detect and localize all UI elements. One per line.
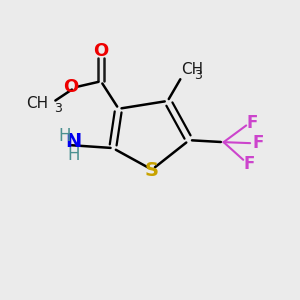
Text: F: F bbox=[246, 115, 258, 133]
Text: N: N bbox=[65, 132, 82, 151]
Text: H: H bbox=[58, 127, 71, 145]
Text: S: S bbox=[145, 161, 159, 180]
Text: 3: 3 bbox=[194, 69, 202, 82]
Text: F: F bbox=[252, 134, 264, 152]
Text: O: O bbox=[63, 78, 78, 96]
Text: H: H bbox=[67, 146, 80, 164]
Text: CH: CH bbox=[182, 62, 203, 77]
Text: F: F bbox=[243, 155, 255, 173]
Text: O: O bbox=[93, 42, 109, 60]
Text: CH: CH bbox=[26, 96, 48, 111]
Text: 3: 3 bbox=[54, 102, 62, 115]
